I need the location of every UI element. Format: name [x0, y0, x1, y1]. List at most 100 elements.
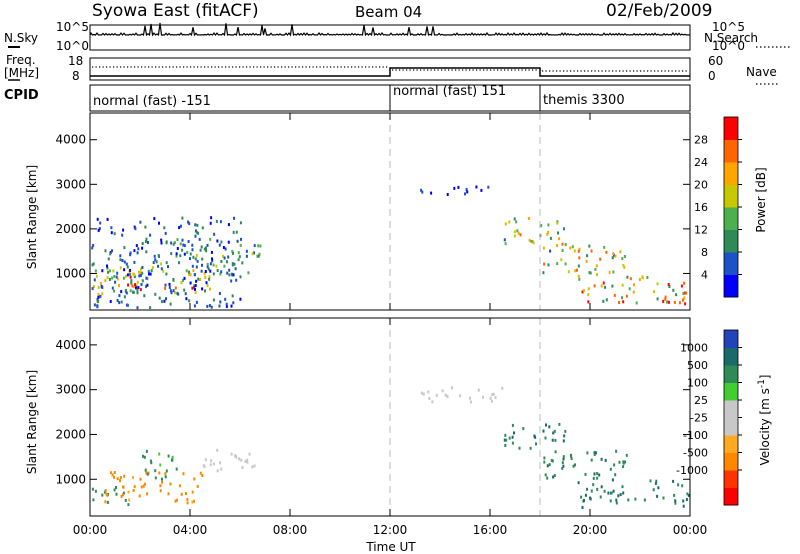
- echo-cell: [115, 486, 117, 489]
- echo-cell: [122, 228, 125, 232]
- echo-cell: [206, 263, 209, 266]
- echo-cell: [612, 489, 615, 493]
- echo-cell: [191, 243, 194, 247]
- echo-cell: [513, 234, 516, 238]
- echo-cell: [614, 254, 617, 258]
- echo-cell: [505, 438, 508, 442]
- echo-cell: [612, 270, 615, 274]
- echo-cell: [219, 220, 222, 224]
- echo-cell: [205, 281, 208, 285]
- echo-cell: [124, 288, 127, 292]
- colorbar-segment: [724, 117, 738, 140]
- echo-cell: [158, 221, 160, 225]
- echo-cell: [164, 286, 167, 290]
- echo-cell: [174, 291, 177, 295]
- echo-cell: [101, 292, 104, 296]
- echo-cell: [216, 269, 219, 272]
- echo-cell: [164, 283, 167, 287]
- echo-cell: [508, 220, 511, 224]
- echo-cell: [172, 289, 175, 293]
- echo-cell: [511, 423, 514, 427]
- echo-cell: [113, 475, 115, 479]
- echo-cell: [593, 451, 596, 454]
- echo-cell: [511, 441, 514, 445]
- echo-cell: [560, 258, 563, 262]
- echo-cell: [469, 400, 472, 404]
- echo-cell: [604, 285, 607, 289]
- y-tick-label: 2000: [55, 222, 86, 236]
- echo-cell: [546, 232, 549, 236]
- echo-cell: [504, 222, 507, 226]
- x-tick-label: 00:00: [673, 523, 708, 537]
- colorbar-tick-label: 24: [694, 156, 708, 169]
- echo-cell: [161, 480, 163, 484]
- echo-cell: [141, 246, 144, 250]
- echo-cell: [123, 268, 126, 272]
- freq-unit: [MHz]: [4, 66, 39, 80]
- echo-cell: [643, 498, 646, 502]
- echo-cell: [610, 491, 613, 495]
- echo-cell: [236, 239, 239, 243]
- nave-label: Nave: [746, 65, 777, 79]
- echo-cell: [614, 473, 617, 477]
- echo-cell: [92, 285, 95, 288]
- echo-cell: [121, 233, 124, 237]
- echo-cell: [549, 236, 552, 240]
- echo-cell: [159, 484, 162, 488]
- echo-cell: [230, 272, 233, 276]
- echo-cell: [603, 245, 606, 249]
- echo-cell: [98, 227, 101, 231]
- echo-cell: [122, 493, 124, 497]
- echo-cell: [188, 299, 191, 303]
- echo-cell: [191, 490, 194, 494]
- echo-cell: [99, 221, 102, 225]
- echo-cell: [124, 274, 127, 278]
- echo-cell: [135, 244, 138, 248]
- echo-cell: [149, 459, 152, 463]
- echo-cell: [421, 190, 424, 194]
- nsky-frame: [89, 24, 691, 51]
- echo-cell: [154, 476, 157, 480]
- echo-cell: [139, 288, 142, 292]
- echo-cell: [220, 240, 223, 244]
- echo-cell: [206, 304, 209, 308]
- echo-cell: [668, 285, 671, 288]
- echo-cell: [420, 188, 423, 192]
- echo-cell: [208, 304, 211, 308]
- colorbar-segment: [724, 347, 738, 366]
- echo-cell: [193, 285, 196, 289]
- echo-cell: [535, 442, 537, 446]
- echo-cell: [145, 237, 148, 241]
- echo-cell: [104, 500, 107, 504]
- echo-cell: [191, 264, 194, 268]
- echo-cell: [683, 296, 686, 300]
- echo-cell: [622, 460, 625, 464]
- echo-cell: [504, 433, 507, 437]
- echo-cell: [216, 469, 219, 473]
- echo-cell: [672, 479, 675, 483]
- echo-cell: [219, 300, 222, 304]
- echo-cell: [611, 256, 614, 260]
- echo-cell: [130, 279, 133, 283]
- colorbar-segment: [724, 452, 738, 471]
- echo-cell: [215, 264, 218, 268]
- echo-cell: [561, 461, 564, 465]
- echo-cell: [196, 259, 199, 263]
- echo-cell: [146, 492, 149, 496]
- echo-cell: [201, 474, 204, 477]
- echo-cell: [158, 255, 160, 258]
- echo-cell: [225, 304, 228, 308]
- x-tick-label: 00:00: [73, 523, 108, 537]
- echo-cell: [561, 466, 564, 470]
- echo-cell: [113, 274, 116, 278]
- echo-cell: [682, 504, 685, 508]
- x-tick-label: 04:00: [173, 523, 208, 537]
- echo-cell: [131, 284, 134, 288]
- colorbar-tick-label: -500: [683, 447, 708, 460]
- echo-cell: [653, 290, 655, 294]
- echo-cell: [192, 255, 195, 259]
- echo-cell: [518, 446, 521, 450]
- echo-cell: [111, 276, 114, 280]
- power-ylabel: Slant Range [km]: [25, 165, 39, 269]
